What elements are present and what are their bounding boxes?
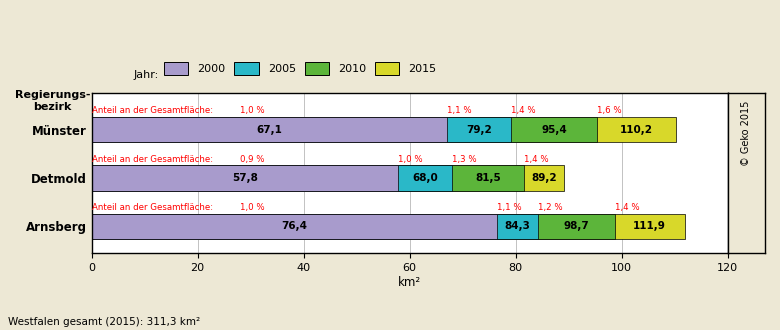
Text: 57,8: 57,8	[232, 173, 257, 183]
Legend: 2000, 2005, 2010, 2015: 2000, 2005, 2010, 2015	[164, 62, 437, 75]
Text: 0,9 %: 0,9 %	[240, 154, 264, 164]
Text: 98,7: 98,7	[564, 221, 590, 231]
Text: Anteil an der Gesamtfläche:: Anteil an der Gesamtfläche:	[91, 154, 213, 164]
Text: 95,4: 95,4	[541, 125, 567, 135]
Text: 89,2: 89,2	[531, 173, 557, 183]
Text: Jahr:: Jahr:	[133, 70, 158, 80]
Text: 67,1: 67,1	[257, 125, 282, 135]
X-axis label: km²: km²	[398, 276, 421, 289]
Text: 1,4 %: 1,4 %	[512, 106, 536, 115]
Text: 1,0 %: 1,0 %	[398, 154, 423, 164]
Bar	[91, 165, 523, 191]
Text: 68,0: 68,0	[412, 173, 438, 183]
Bar	[91, 165, 398, 191]
Bar	[91, 165, 565, 191]
Bar	[91, 117, 597, 142]
Bar	[91, 117, 447, 142]
Text: 1,2 %: 1,2 %	[538, 203, 563, 212]
Text: © Geko 2015: © Geko 2015	[741, 101, 751, 166]
Text: Anteil an der Gesamtfläche:: Anteil an der Gesamtfläche:	[91, 106, 213, 115]
Text: 1,0 %: 1,0 %	[240, 203, 264, 212]
Text: 1,4 %: 1,4 %	[523, 154, 548, 164]
Text: 110,2: 110,2	[620, 125, 653, 135]
Bar	[91, 165, 452, 191]
Bar	[91, 214, 685, 239]
Bar	[91, 214, 497, 239]
Bar	[91, 214, 615, 239]
Text: 1,6 %: 1,6 %	[597, 106, 622, 115]
Text: 1,1 %: 1,1 %	[497, 203, 521, 212]
Text: 1,1 %: 1,1 %	[447, 106, 472, 115]
Bar	[91, 117, 675, 142]
Text: Westfalen gesamt (2015): 311,3 km²: Westfalen gesamt (2015): 311,3 km²	[8, 317, 200, 327]
Text: 1,3 %: 1,3 %	[452, 154, 477, 164]
Text: 81,5: 81,5	[475, 173, 501, 183]
Text: 1,0 %: 1,0 %	[240, 106, 264, 115]
Text: Regierungs-
bezirk: Regierungs- bezirk	[15, 90, 90, 112]
Bar	[91, 117, 512, 142]
Bar	[91, 214, 538, 239]
Text: 84,3: 84,3	[505, 221, 530, 231]
Text: Anteil an der Gesamtfläche:: Anteil an der Gesamtfläche:	[91, 203, 213, 212]
Text: 79,2: 79,2	[466, 125, 492, 135]
Text: 76,4: 76,4	[281, 221, 307, 231]
Text: 111,9: 111,9	[633, 221, 666, 231]
Text: 1,4 %: 1,4 %	[615, 203, 640, 212]
